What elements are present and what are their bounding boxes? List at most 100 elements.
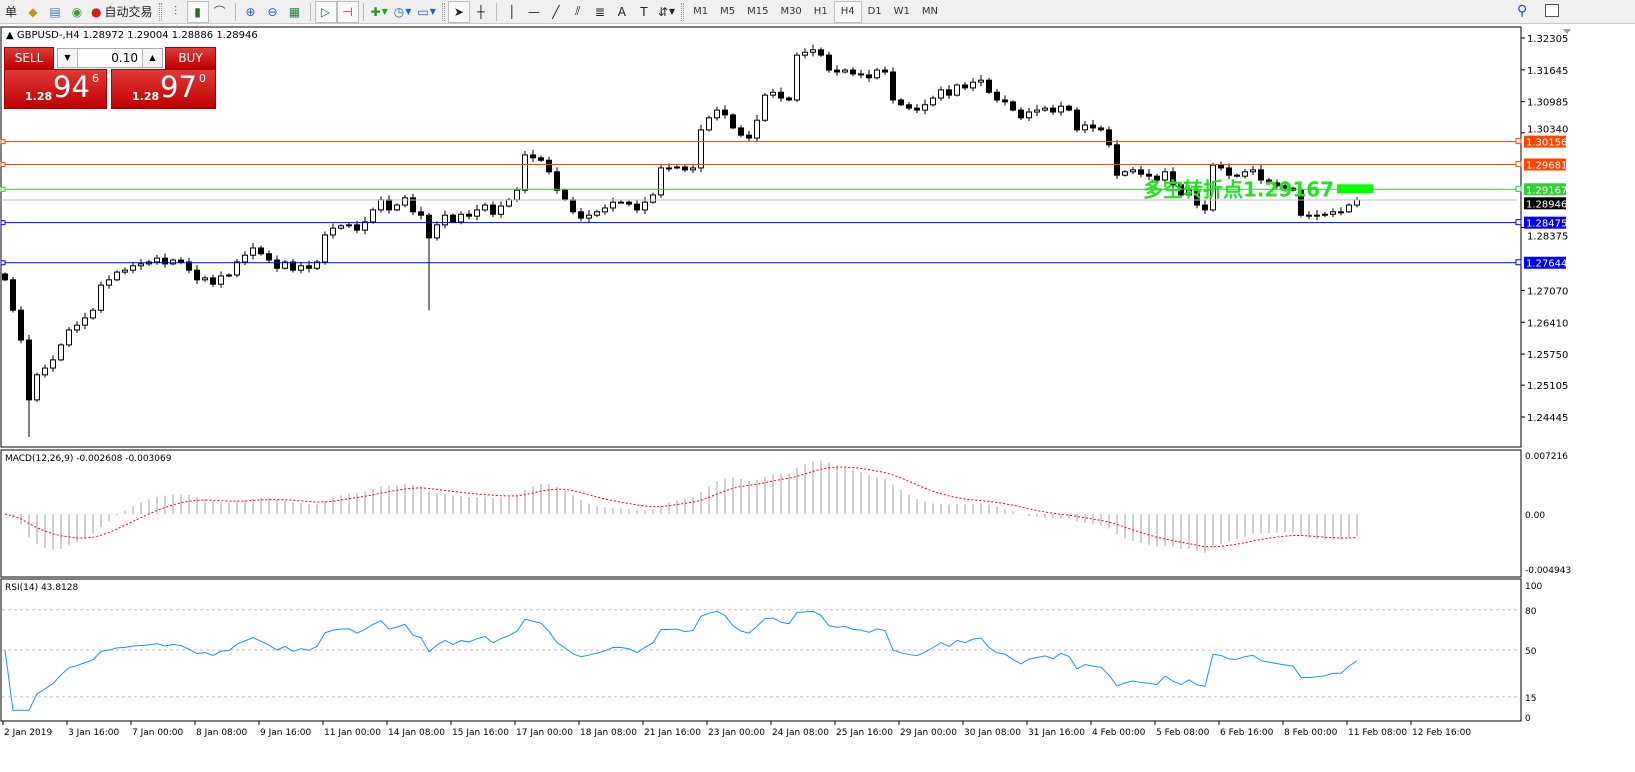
buy-price-button[interactable]: 1.28 97 0 [111,69,216,109]
candle-bull [762,94,768,121]
candle-bear [986,79,992,93]
autotrading-button[interactable]: ● 自动交易 [88,1,156,23]
candle-bear [258,247,264,255]
candle-bear [994,91,1000,101]
candle-bull [122,269,128,273]
candle-bear [738,127,744,136]
navigator-icon[interactable]: ▤ [49,4,61,19]
candle-bear [1306,214,1312,217]
price-axis-label: 1.27070 [1527,286,1568,297]
templates-icon[interactable]: ▭ ▼ [417,4,436,19]
line-chart-icon[interactable]: ⌒ [213,5,226,19]
text-label-icon[interactable]: T [640,4,648,19]
candle-bull [674,166,680,169]
time-axis-label: 11 Feb 08:00 [1348,728,1407,738]
chart-area[interactable]: 1.32305 1.31645 1.30985 1.30340 1.28375 1.270… [0,25,1635,772]
window-icon[interactable] [1545,4,1559,17]
candle-bear [834,69,840,73]
chart-shift-icon[interactable]: ⊣ [336,0,359,23]
candle-bear [1266,179,1272,184]
search-icon[interactable]: ⚲ [1517,3,1528,19]
candle-bull [1330,211,1336,215]
candlestick-icon[interactable]: ▮ [186,0,209,23]
turning-point-annotation: 多空转折点1.29167 [1143,177,1334,201]
time-axis-label: 18 Jan 08:00 [580,728,637,738]
candle-bear [1074,109,1080,131]
crosshair-icon[interactable]: ┼ [477,4,485,19]
candle-bull [1130,169,1136,173]
sell-price-button[interactable]: 1.28 94 6 [4,69,107,109]
candle-bull [282,261,288,269]
lot-value[interactable]: 0.10 [111,51,138,65]
candle-bull [706,117,712,131]
indicators-icon[interactable]: ✚ ▼ [370,4,388,19]
lot-increase-button[interactable]: ▲ [142,49,162,67]
timeframe-m15[interactable]: M15 [747,6,769,17]
candle-bear [730,114,736,129]
periods-clock-icon[interactable]: ◷ ▼ [393,4,412,19]
zoom-out-icon[interactable]: ⊖ [267,4,278,19]
trendline-icon[interactable]: ╱ [552,4,560,19]
level-price-label: 1.28946 [1526,199,1567,210]
lot-size-input[interactable]: ▼ 0.10 ▲ [57,48,163,68]
candle-bear [538,157,544,161]
candle-bear [162,257,168,265]
candle-bear [194,269,200,281]
candle-bull [770,91,776,96]
candle-bear [1090,124,1096,129]
candle-bear [682,166,688,171]
timeframe-m1[interactable]: M1 [693,6,709,17]
candle-bear [178,259,184,263]
candle-bear [386,199,392,211]
text-icon[interactable]: A [617,4,626,19]
candle-bear [1066,105,1072,111]
timeframe-d1[interactable]: D1 [867,6,882,17]
market-watch-icon[interactable]: ◆ [28,4,38,19]
candle-bear [418,211,424,216]
level-price-label: 1.28475 [1526,219,1567,230]
candle-bear [466,213,472,217]
sell-button[interactable]: SELL [4,47,54,69]
timeframe-m5[interactable]: M5 [720,6,736,17]
equidistant-channel-icon[interactable]: ⫽ [575,4,581,18]
bar-chart-icon[interactable]: ⫶ [173,4,177,18]
candle-bull [370,209,376,223]
timeframe-h1[interactable]: H1 [813,6,828,17]
horizontal-line-icon[interactable]: — [527,4,540,19]
candle-bear [426,214,432,239]
candle-bear [274,259,280,269]
timeframe-w1[interactable]: W1 [893,6,910,17]
candle-bear [1202,204,1208,211]
vertical-line-icon[interactable]: │ [508,4,516,19]
candle-bear [1098,127,1104,131]
autoscroll-icon[interactable]: ▷ [314,0,337,23]
buy-button[interactable]: BUY [165,47,216,69]
timeframe-bar: M1 M5 M15 M30 H1 H4 D1 W1 MN [687,0,944,23]
candle-bull [378,199,384,211]
cursor-icon[interactable]: ➤ [447,0,470,23]
timeframe-m30[interactable]: M30 [780,6,802,17]
level-price-label: 1.29681 [1526,161,1567,172]
menu-fragment[interactable]: 单 [4,5,17,19]
candle-bear [962,84,968,89]
signals-icon[interactable]: ◉ [71,4,83,19]
tile-windows-icon[interactable]: ▦ [288,4,301,19]
collapse-triangle-icon[interactable]: ▲ [6,30,17,41]
candle-bear [906,104,912,109]
zoom-in-icon[interactable]: ⊕ [245,4,256,19]
candle-bear [530,154,536,159]
candle-bull [1314,214,1320,217]
fibonacci-icon[interactable]: ≣ [594,4,605,19]
toolbar-grip[interactable] [441,2,445,21]
toolbar-grip[interactable] [158,2,162,21]
shift-marker-icon [1563,29,1571,34]
lot-decrease-button[interactable]: ▼ [58,49,78,67]
timeframe-mn[interactable]: MN [921,6,938,17]
timeframe-h4[interactable]: H4 [833,0,862,23]
candle-bull [594,211,600,216]
candle-bear [306,265,312,269]
rsi-axis-label: 80 [1525,607,1537,617]
candle-bull [234,261,240,276]
toolbar-grip[interactable] [681,2,685,21]
arrows-icon[interactable]: ⇵ ▼ [657,4,676,19]
